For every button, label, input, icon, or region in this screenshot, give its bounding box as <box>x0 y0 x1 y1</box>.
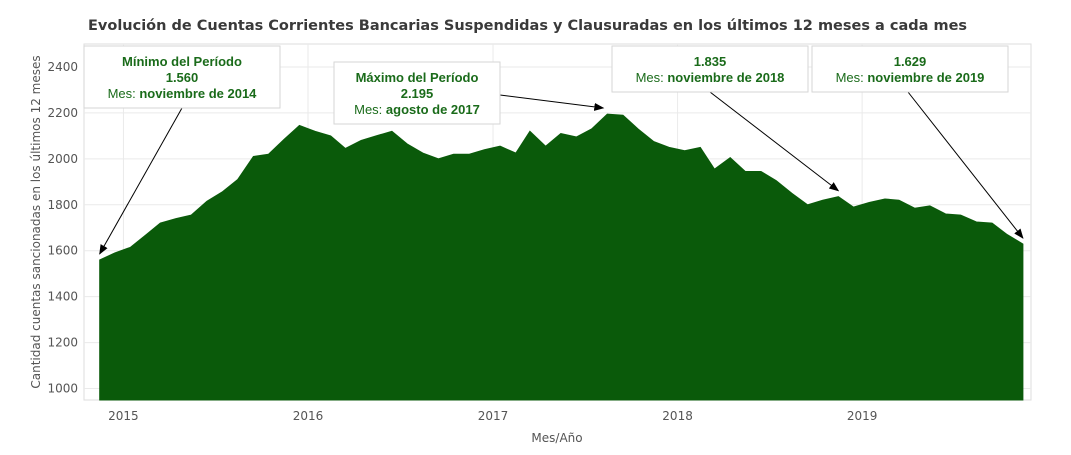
annotation-line: 1.629 <box>894 54 927 69</box>
y-tick-label: 1600 <box>47 244 78 258</box>
x-axis: 2015 2016 2017 2018 2019 <box>108 409 877 423</box>
area-fill <box>99 113 1024 401</box>
annotation-arrow <box>907 91 1024 239</box>
y-tick-label: 2200 <box>47 106 78 120</box>
y-axis: 1000 1200 1400 1600 1800 2000 2200 2400 <box>47 60 78 396</box>
annotation-box <box>611 45 809 93</box>
y-tick-label: 1200 <box>47 336 78 350</box>
area-series <box>99 113 1024 401</box>
x-tick-label: 2015 <box>108 409 139 423</box>
y-tick-label: 1800 <box>47 198 78 212</box>
annotation-arrow <box>499 94 605 111</box>
x-tick-label: 2018 <box>662 409 693 423</box>
annotation-box <box>333 61 501 125</box>
annotation-box <box>83 45 281 109</box>
annotation-line: 1.835 <box>694 54 727 69</box>
x-axis-title: Mes/Año <box>531 431 582 445</box>
annotation-line: 2.195 <box>401 86 434 101</box>
annotation-arrow <box>709 91 840 192</box>
annotation-line: Mes: noviembre de 2014 <box>108 86 258 101</box>
x-tick-label: 2017 <box>478 409 509 423</box>
annotation-line: Mes: agosto de 2017 <box>354 102 480 117</box>
annotation-line: Mínimo del Período <box>122 54 242 69</box>
x-tick-label: 2019 <box>847 409 878 423</box>
chart-title: Evolución de Cuentas Corrientes Bancaria… <box>88 18 968 34</box>
annotation-line: Máximo del Período <box>356 70 479 85</box>
y-tick-label: 2000 <box>47 152 78 166</box>
y-axis-title: Cantidad cuentas sancionadas en los últi… <box>29 55 43 388</box>
annotation-line: 1.560 <box>166 70 199 85</box>
y-tick-label: 2400 <box>47 60 78 74</box>
y-tick-label: 1400 <box>47 290 78 304</box>
annotation-line: Mes: noviembre de 2018 <box>636 70 785 85</box>
annotation-line: Mes: noviembre de 2019 <box>836 70 985 85</box>
annotation-arrow <box>99 107 183 255</box>
annotation-box <box>811 45 1009 93</box>
y-tick-label: 1000 <box>47 382 78 396</box>
x-tick-label: 2016 <box>293 409 324 423</box>
